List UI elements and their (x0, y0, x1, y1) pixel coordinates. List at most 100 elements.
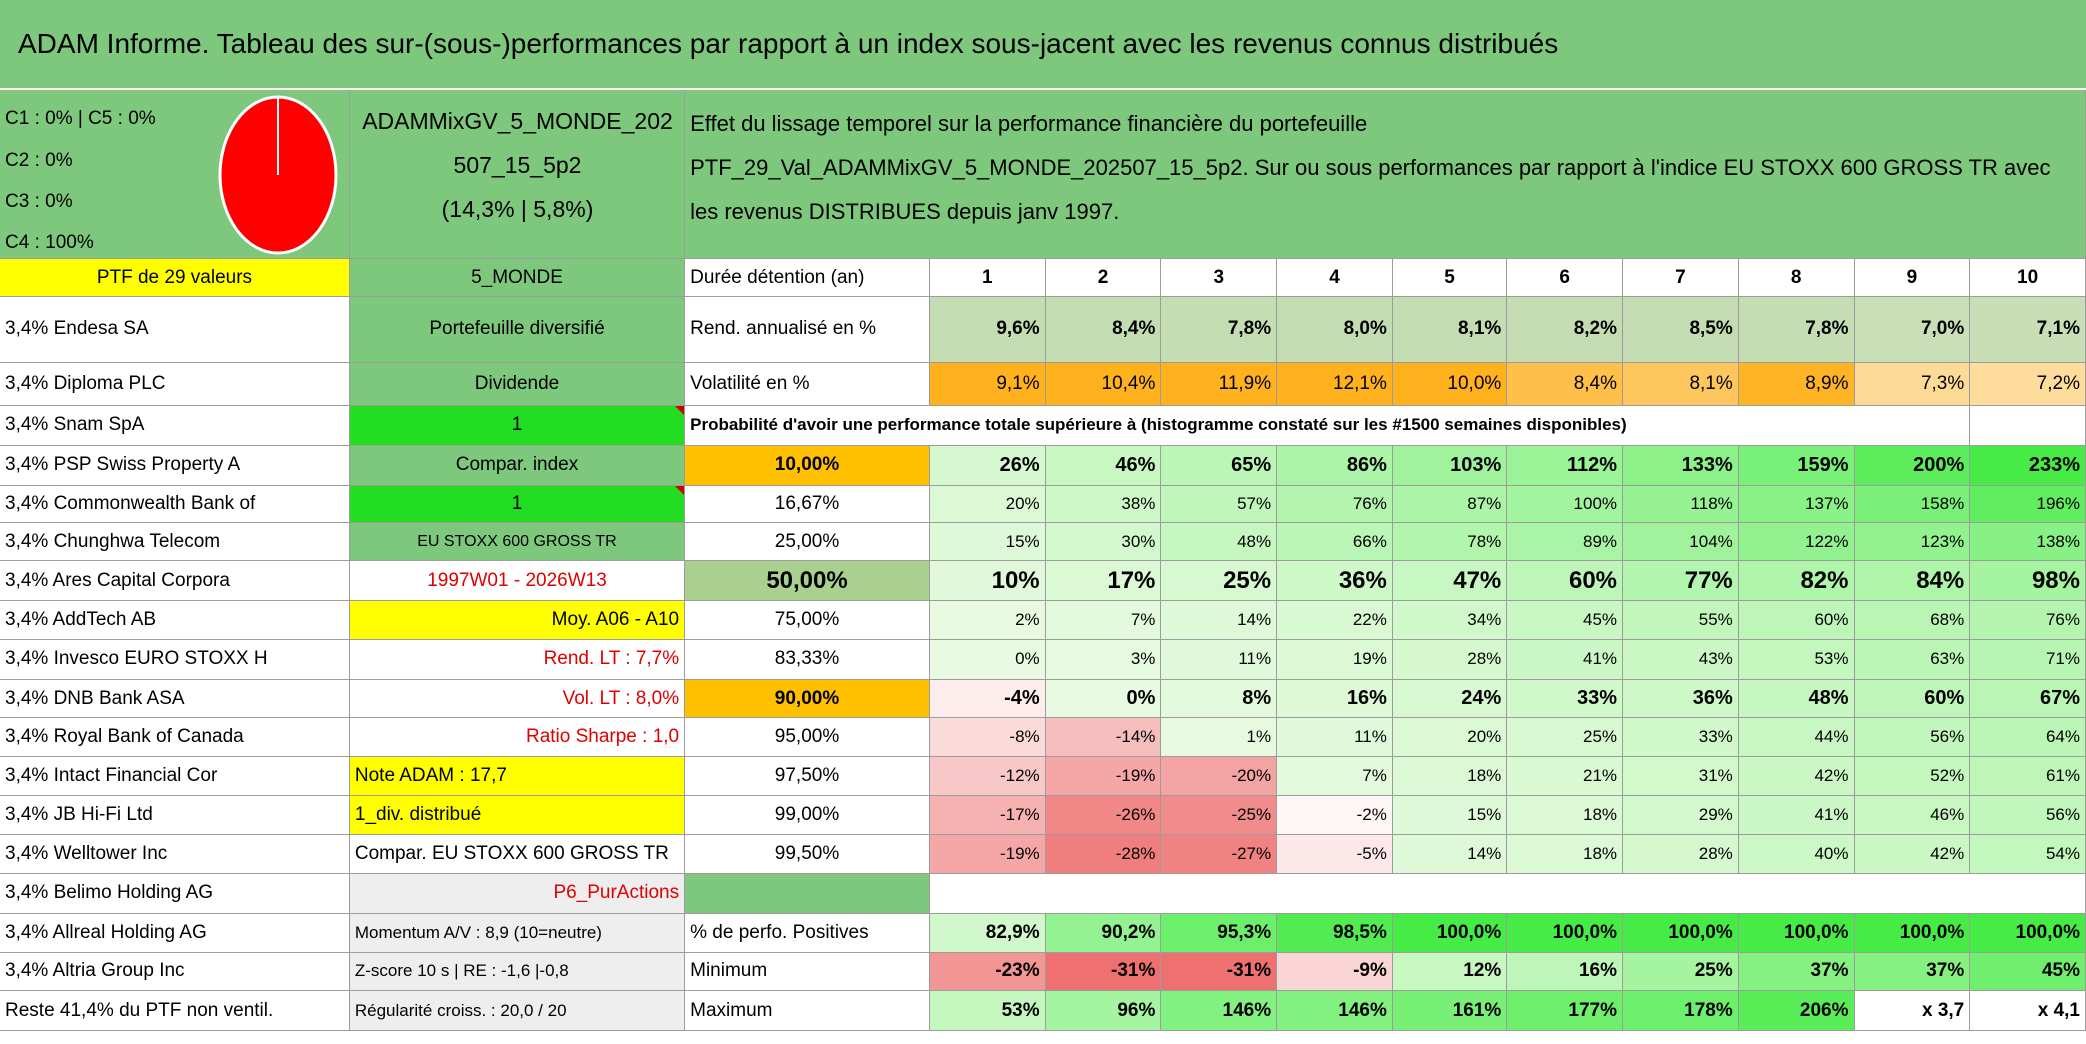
probability: -19% (929, 835, 1046, 875)
probability: 158% (1854, 485, 1971, 523)
volatility: 12,1% (1277, 363, 1393, 406)
probability: 33% (1507, 679, 1624, 719)
probability: 65% (1161, 445, 1278, 486)
side-panel-cell: Vol. LT : 8,0% (349, 679, 686, 719)
side-panel-cell: Ratio Sharpe : 1,0 (349, 718, 686, 757)
probability: 45% (1507, 601, 1624, 640)
probability: 56% (1854, 718, 1971, 757)
stat-value: x 4,1 (1970, 991, 2086, 1032)
row-label: Minimum (685, 952, 930, 992)
stat-value: 37% (1738, 952, 1855, 992)
probability: 53% (1738, 639, 1855, 680)
probability: 64% (1970, 718, 2086, 757)
annualized-return: 8,1% (1392, 296, 1508, 364)
probability: 100% (1507, 485, 1624, 523)
stat-value: 161% (1392, 991, 1508, 1032)
probability: 60% (1738, 601, 1855, 640)
probability: 1% (1161, 718, 1278, 757)
threshold: 90,00% (685, 679, 930, 719)
stat-value: x 3,7 (1854, 991, 1971, 1032)
probability: 17% (1045, 561, 1162, 602)
holding: 3,4% Welltower Inc (0, 835, 350, 875)
annualized-return: 8,5% (1623, 296, 1739, 364)
threshold: 99,00% (685, 795, 930, 836)
side-panel-cell: Rend. LT : 7,7% (349, 639, 686, 680)
holding: 3,4% Endesa SA (0, 296, 350, 364)
threshold: 75,00% (685, 601, 930, 640)
probability: -8% (929, 718, 1046, 757)
probability: 8% (1161, 679, 1278, 719)
volatility: 9,1% (929, 363, 1046, 406)
stat-value: 96% (1045, 991, 1162, 1032)
probability: 24% (1392, 679, 1508, 719)
probability-title: Probabilité d'avoir une performance tota… (685, 405, 1971, 446)
holding: 3,4% Allreal Holding AG (0, 913, 350, 953)
threshold: 95,00% (685, 718, 930, 757)
year-header: 7 (1623, 259, 1739, 297)
volatility: 8,1% (1623, 363, 1739, 406)
portfolio-name: ADAMMixGV_5_MONDE_202507_15_5p2 (362, 108, 673, 179)
probability: 98% (1970, 561, 2086, 602)
holding: 3,4% Commonwealth Bank of (0, 485, 350, 523)
probability: 42% (1738, 756, 1855, 796)
side-panel-cell: 1997W01 - 2026W13 (349, 561, 686, 602)
year-header: 4 (1277, 259, 1393, 297)
probability: 48% (1161, 522, 1278, 562)
empty-cell (685, 874, 930, 914)
side-panel-cell: Compar. EU STOXX 600 GROSS TR (349, 835, 686, 875)
probability: 18% (1392, 756, 1508, 796)
year-header: 5 (1392, 259, 1508, 297)
stat-value: -9% (1277, 952, 1393, 992)
probability: -19% (1045, 756, 1162, 796)
annualized-return: 8,4% (1045, 296, 1162, 364)
probability: 18% (1507, 795, 1624, 836)
probability: 25% (1161, 561, 1278, 602)
probability: -5% (1277, 835, 1393, 875)
annualized-return: 8,2% (1507, 296, 1624, 364)
probability: 7% (1277, 756, 1393, 796)
probability: 86% (1277, 445, 1393, 486)
probability: 21% (1507, 756, 1624, 796)
sheet-title: ADAM Informe. Tableau des sur-(sous-)per… (0, 0, 2086, 88)
side-panel-cell: 5_MONDE (349, 259, 686, 297)
annualized-return: 7,0% (1854, 296, 1971, 364)
stat-value: 98,5% (1277, 913, 1393, 953)
empty-cell (929, 874, 2086, 914)
side-panel-cell: Portefeuille diversifié (349, 296, 686, 364)
year-header: 1 (929, 259, 1046, 297)
year-header: 3 (1161, 259, 1278, 297)
threshold: 99,50% (685, 835, 930, 875)
stat-value: 177% (1507, 991, 1624, 1032)
probability: 25% (1507, 718, 1624, 757)
probability: 2% (929, 601, 1046, 640)
holding: 3,4% DNB Bank ASA (0, 679, 350, 719)
probability: 10% (929, 561, 1046, 602)
holding: 3,4% Intact Financial Cor (0, 756, 350, 796)
year-header: 10 (1970, 259, 2086, 297)
probability: -26% (1045, 795, 1162, 836)
holdings-header: PTF de 29 valeurs (0, 259, 350, 297)
stat-value: 206% (1738, 991, 1855, 1032)
probability: 18% (1507, 835, 1624, 875)
probability: 104% (1623, 522, 1739, 562)
stat-value: 146% (1277, 991, 1393, 1032)
row-label: Volatilité en % (685, 363, 930, 406)
probability: 56% (1970, 795, 2086, 836)
probability: 76% (1277, 485, 1393, 523)
holding: 3,4% JB Hi-Fi Ltd (0, 795, 350, 836)
side-panel-cell: Momentum A/V : 8,9 (10=neutre) (349, 913, 686, 953)
row-label: Rend. annualisé en % (685, 296, 930, 364)
probability: 11% (1161, 639, 1278, 680)
volatility: 7,2% (1970, 363, 2086, 406)
stat-value: 53% (929, 991, 1046, 1032)
holding: 3,4% PSP Swiss Property A (0, 445, 350, 486)
row-label: % de perfo. Positives (685, 913, 930, 953)
probability: 54% (1970, 835, 2086, 875)
probability: 123% (1854, 522, 1971, 562)
holding: 3,4% Belimo Holding AG (0, 874, 350, 914)
side-panel-cell: 1_div. distribué (349, 795, 686, 836)
probability: 22% (1277, 601, 1393, 640)
holding: 3,4% AddTech AB (0, 601, 350, 640)
annualized-return: 9,6% (929, 296, 1046, 364)
